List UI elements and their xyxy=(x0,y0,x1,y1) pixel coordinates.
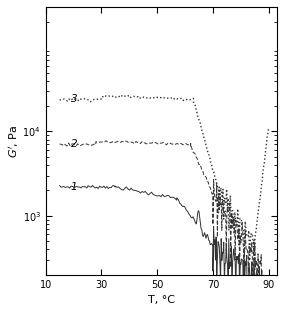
X-axis label: T, °C: T, °C xyxy=(148,295,175,305)
Text: 2: 2 xyxy=(71,139,77,149)
Text: 3: 3 xyxy=(71,95,77,105)
Text: 1: 1 xyxy=(71,182,77,192)
Y-axis label: $G'$, Pa: $G'$, Pa xyxy=(7,124,21,158)
